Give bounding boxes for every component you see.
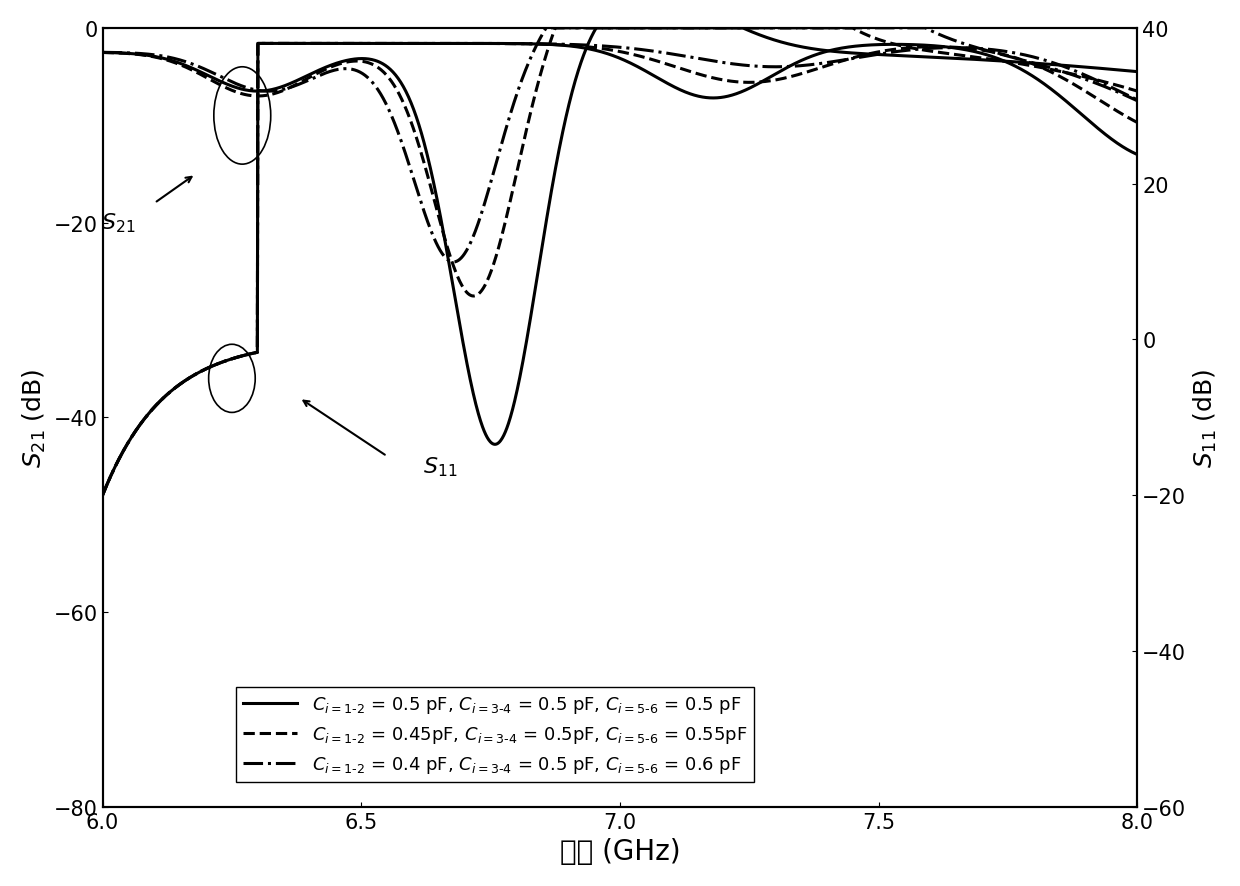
Y-axis label: $S_{11}$ (dB): $S_{11}$ (dB) [1192,369,1219,467]
Y-axis label: $S_{21}$ (dB): $S_{21}$ (dB) [21,369,48,467]
X-axis label: 频率 (GHz): 频率 (GHz) [559,837,681,866]
Text: $S_{21}$: $S_{21}$ [100,212,135,235]
Legend: $C_{i=1\mathsf{\text{-}}2}$ = 0.5 pF, $C_{i=3\mathsf{\text{-}}4}$ = 0.5 pF, $C_{: $C_{i=1\mathsf{\text{-}}2}$ = 0.5 pF, $C… [236,687,754,782]
Text: $S_{11}$: $S_{11}$ [423,455,458,478]
